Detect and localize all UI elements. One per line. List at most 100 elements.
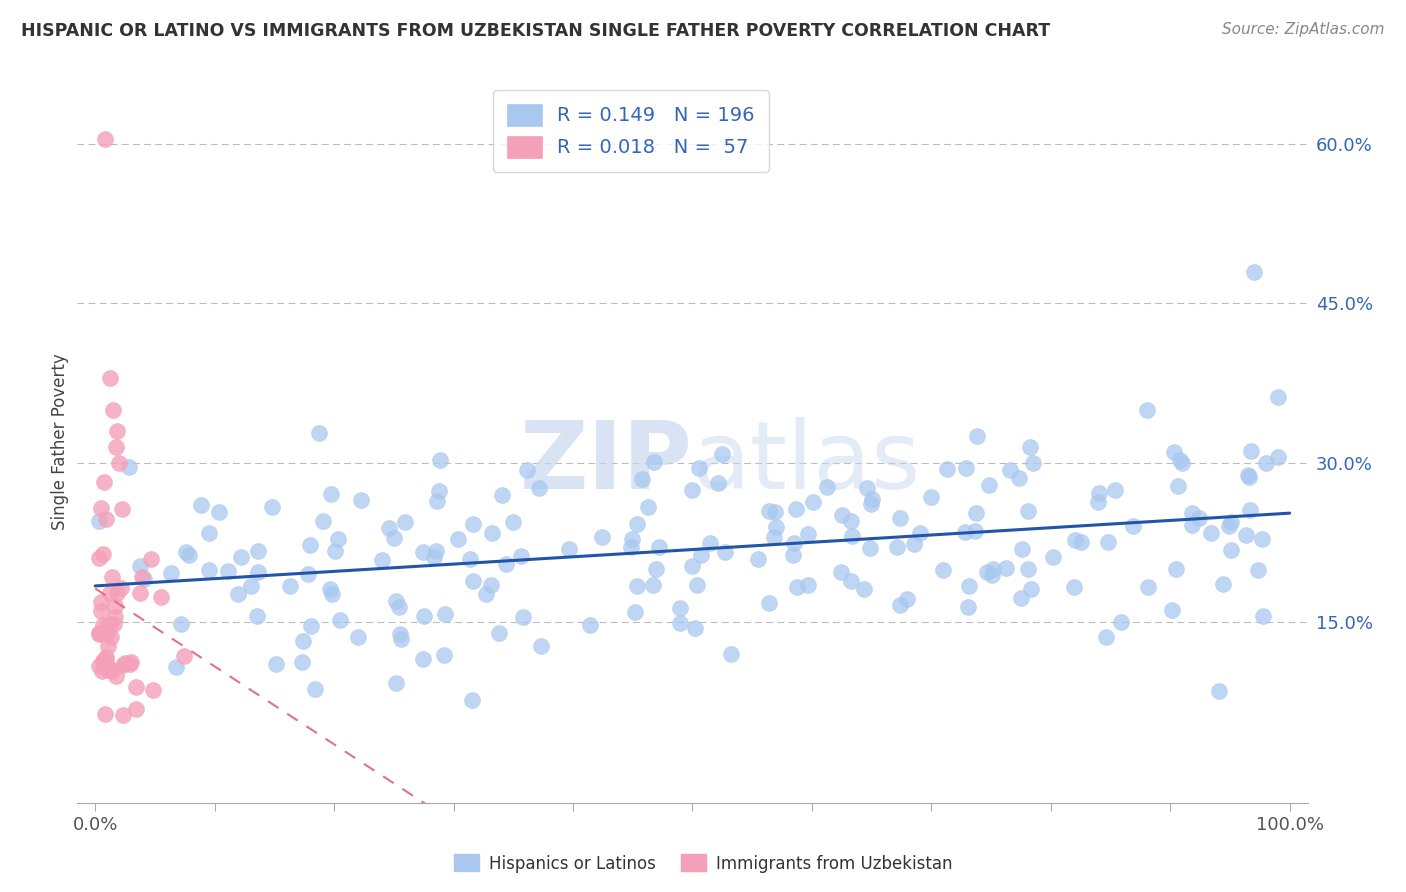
Point: [1017, 562, 1039, 576]
Point: [920, 491, 942, 505]
Point: [1168, 453, 1191, 467]
Point: [683, 621, 706, 635]
Point: [1160, 603, 1182, 617]
Point: [859, 541, 882, 556]
Point: [458, 551, 481, 566]
Point: [1234, 528, 1257, 542]
Point: [394, 515, 416, 529]
Point: [87, 627, 110, 641]
Point: [311, 514, 333, 528]
Point: [94, 512, 117, 526]
Point: [936, 462, 959, 476]
Point: [90, 625, 112, 640]
Point: [1137, 580, 1160, 594]
Point: [98, 617, 121, 632]
Point: [479, 577, 502, 591]
Point: [114, 656, 136, 670]
Point: [264, 657, 287, 672]
Point: [174, 545, 197, 559]
Point: [297, 566, 319, 581]
Point: [98, 586, 121, 600]
Point: [758, 596, 780, 610]
Point: [797, 578, 820, 592]
Point: [112, 707, 135, 722]
Point: [190, 498, 212, 512]
Point: [231, 550, 253, 565]
Point: [87, 515, 110, 529]
Point: [785, 502, 807, 516]
Point: [1122, 519, 1144, 533]
Point: [976, 565, 998, 579]
Point: [475, 587, 498, 601]
Point: [104, 610, 127, 624]
Point: [91, 654, 114, 668]
Point: [669, 616, 692, 631]
Legend: Hispanics or Latinos, Immigrants from Uzbekistan: Hispanics or Latinos, Immigrants from Uz…: [447, 847, 959, 880]
Point: [318, 582, 340, 597]
Point: [782, 548, 804, 562]
Point: [240, 579, 263, 593]
Point: [1220, 515, 1243, 529]
Point: [91, 664, 114, 678]
Point: [631, 472, 654, 486]
Point: [645, 562, 668, 576]
Point: [689, 549, 711, 563]
Point: [762, 530, 785, 544]
Point: [321, 487, 343, 501]
Point: [579, 617, 602, 632]
Point: [1247, 563, 1270, 577]
Point: [896, 592, 918, 607]
Point: [198, 563, 221, 577]
Point: [90, 595, 112, 609]
Point: [1109, 615, 1132, 629]
Point: [1008, 470, 1031, 484]
Point: [111, 501, 134, 516]
Point: [104, 669, 127, 683]
Point: [329, 613, 352, 627]
Point: [101, 664, 124, 678]
Point: [429, 452, 451, 467]
Point: [509, 549, 531, 563]
Point: [856, 481, 879, 495]
Point: [388, 600, 411, 615]
Point: [94, 132, 117, 146]
Point: [963, 524, 986, 538]
Point: [720, 648, 742, 662]
Text: HISPANIC OR LATINO VS IMMIGRANTS FROM UZBEKISTAN SINGLE FATHER POVERTY CORRELATI: HISPANIC OR LATINO VS IMMIGRANTS FROM UZ…: [21, 22, 1050, 40]
Point: [371, 552, 394, 566]
Point: [1239, 502, 1261, 516]
Point: [1042, 550, 1064, 565]
Point: [1097, 535, 1119, 549]
Point: [1239, 470, 1261, 484]
Point: [91, 654, 114, 668]
Point: [1267, 450, 1289, 465]
Point: [932, 562, 955, 576]
Point: [643, 455, 665, 469]
Point: [90, 500, 112, 515]
Point: [643, 578, 665, 592]
Point: [668, 601, 690, 615]
Point: [686, 578, 709, 592]
Point: [527, 481, 550, 495]
Point: [112, 657, 135, 672]
Point: [1218, 518, 1240, 533]
Point: [87, 550, 110, 565]
Point: [1251, 608, 1274, 623]
Point: [1070, 534, 1092, 549]
Point: [308, 425, 330, 440]
Point: [118, 459, 141, 474]
Point: [217, 564, 239, 578]
Point: [260, 500, 283, 515]
Point: [839, 574, 862, 588]
Point: [1104, 483, 1126, 498]
Point: [412, 545, 434, 559]
Legend: R = 0.149   N = 196, R = 0.018   N =  57: R = 0.149 N = 196, R = 0.018 N = 57: [494, 90, 769, 172]
Point: [208, 505, 231, 519]
Point: [886, 540, 908, 554]
Point: [101, 569, 124, 583]
Point: [150, 590, 173, 604]
Point: [246, 565, 269, 579]
Point: [1219, 543, 1241, 558]
Point: [94, 654, 117, 668]
Point: [998, 463, 1021, 477]
